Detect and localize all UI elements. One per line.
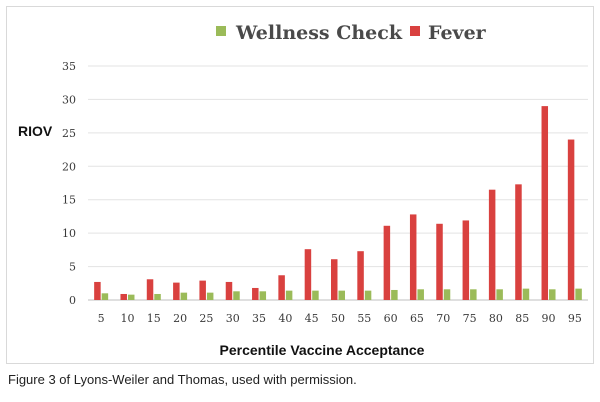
bar-wellness-check-10 (127, 294, 135, 300)
bars (94, 106, 582, 300)
bar-fever-30 (225, 281, 233, 300)
x-tick-label: 25 (199, 312, 213, 325)
y-tick-label: 10 (62, 227, 76, 240)
x-axis-ticks: 5 10 15 20 25 30 35 40 45 50 55 60 65 70 75 80 85 90 95 (98, 312, 582, 325)
x-tick-label: 85 (515, 312, 529, 325)
figure-caption: Figure 3 of Lyons-Weiler and Thomas, use… (8, 372, 357, 387)
legend: Wellness Check Fever (216, 22, 487, 44)
y-tick-label: 15 (62, 194, 76, 207)
y-tick-label: 35 (62, 60, 76, 73)
bar-wellness-check-70 (443, 289, 451, 300)
bar-wellness-check-85 (522, 288, 530, 300)
bar-chart: 0 5 10 15 20 25 30 35 5 10 15 20 25 30 35 40 45 50 55 60 65… (18, 22, 588, 358)
x-tick-label: 15 (147, 312, 161, 325)
bar-fever-70 (436, 223, 443, 300)
x-tick-label: 10 (120, 312, 134, 325)
x-axis-title: Percentile Vaccine Acceptance (220, 342, 425, 358)
x-tick-label: 65 (410, 312, 424, 325)
bar-fever-80 (488, 189, 496, 300)
bar-fever-10 (120, 293, 127, 300)
y-tick-label: 0 (69, 294, 76, 307)
bar-wellness-check-25 (206, 292, 214, 300)
x-tick-label: 95 (568, 312, 582, 325)
x-tick-label: 35 (252, 312, 266, 325)
bar-fever-75 (462, 220, 470, 300)
bar-wellness-check-90 (549, 289, 556, 300)
bar-wellness-check-5 (101, 293, 109, 300)
x-tick-label: 20 (173, 312, 187, 325)
bar-fever-90 (541, 106, 549, 300)
bar-fever-65 (409, 214, 417, 300)
x-tick-label: 90 (542, 312, 556, 325)
x-tick-label: 70 (436, 312, 450, 325)
bar-wellness-check-45 (312, 290, 319, 300)
y-tick-label: 20 (62, 160, 76, 173)
bar-fever-45 (304, 249, 312, 300)
bar-wellness-check-30 (233, 291, 240, 300)
bar-wellness-check-80 (496, 289, 503, 300)
bar-fever-85 (515, 184, 522, 300)
bar-fever-55 (357, 251, 364, 300)
y-tick-label: 5 (69, 261, 76, 274)
legend-label-wellness-check: Wellness Check (235, 22, 403, 44)
bar-fever-40 (278, 275, 285, 300)
bar-wellness-check-95 (575, 288, 582, 300)
bar-wellness-check-75 (470, 289, 477, 300)
y-axis-title: RIOV (18, 123, 53, 139)
bar-wellness-check-35 (259, 291, 267, 300)
x-tick-label: 50 (331, 312, 345, 325)
bar-wellness-check-15 (154, 293, 161, 300)
bar-fever-60 (383, 225, 391, 300)
bar-wellness-check-60 (391, 289, 398, 300)
bar-wellness-check-65 (417, 289, 424, 300)
x-tick-label: 5 (98, 312, 105, 325)
gridlines (88, 65, 588, 301)
x-tick-label: 55 (357, 312, 371, 325)
bar-fever-50 (331, 259, 338, 300)
bar-wellness-check-40 (285, 290, 293, 300)
y-axis-ticks: 0 5 10 15 20 25 30 35 (62, 60, 76, 307)
bar-wellness-check-55 (364, 290, 372, 300)
x-tick-label: 60 (384, 312, 398, 325)
legend-swatch-wellness-check (216, 26, 226, 36)
bar-fever-15 (146, 279, 154, 300)
x-tick-label: 40 (278, 312, 292, 325)
x-tick-label: 75 (463, 312, 477, 325)
x-tick-label: 80 (489, 312, 503, 325)
legend-label-fever: Fever (428, 22, 487, 44)
bar-wellness-check-50 (338, 290, 345, 300)
bar-fever-25 (199, 280, 206, 300)
y-tick-label: 25 (62, 127, 76, 140)
bar-fever-95 (567, 139, 575, 300)
y-tick-label: 30 (62, 93, 76, 106)
legend-swatch-fever (410, 26, 420, 36)
bar-wellness-check-20 (180, 292, 188, 300)
bar-fever-20 (173, 282, 180, 300)
x-tick-label: 45 (305, 312, 319, 325)
bar-fever-5 (94, 281, 101, 300)
x-tick-label: 30 (226, 312, 240, 325)
bar-fever-35 (252, 287, 259, 300)
